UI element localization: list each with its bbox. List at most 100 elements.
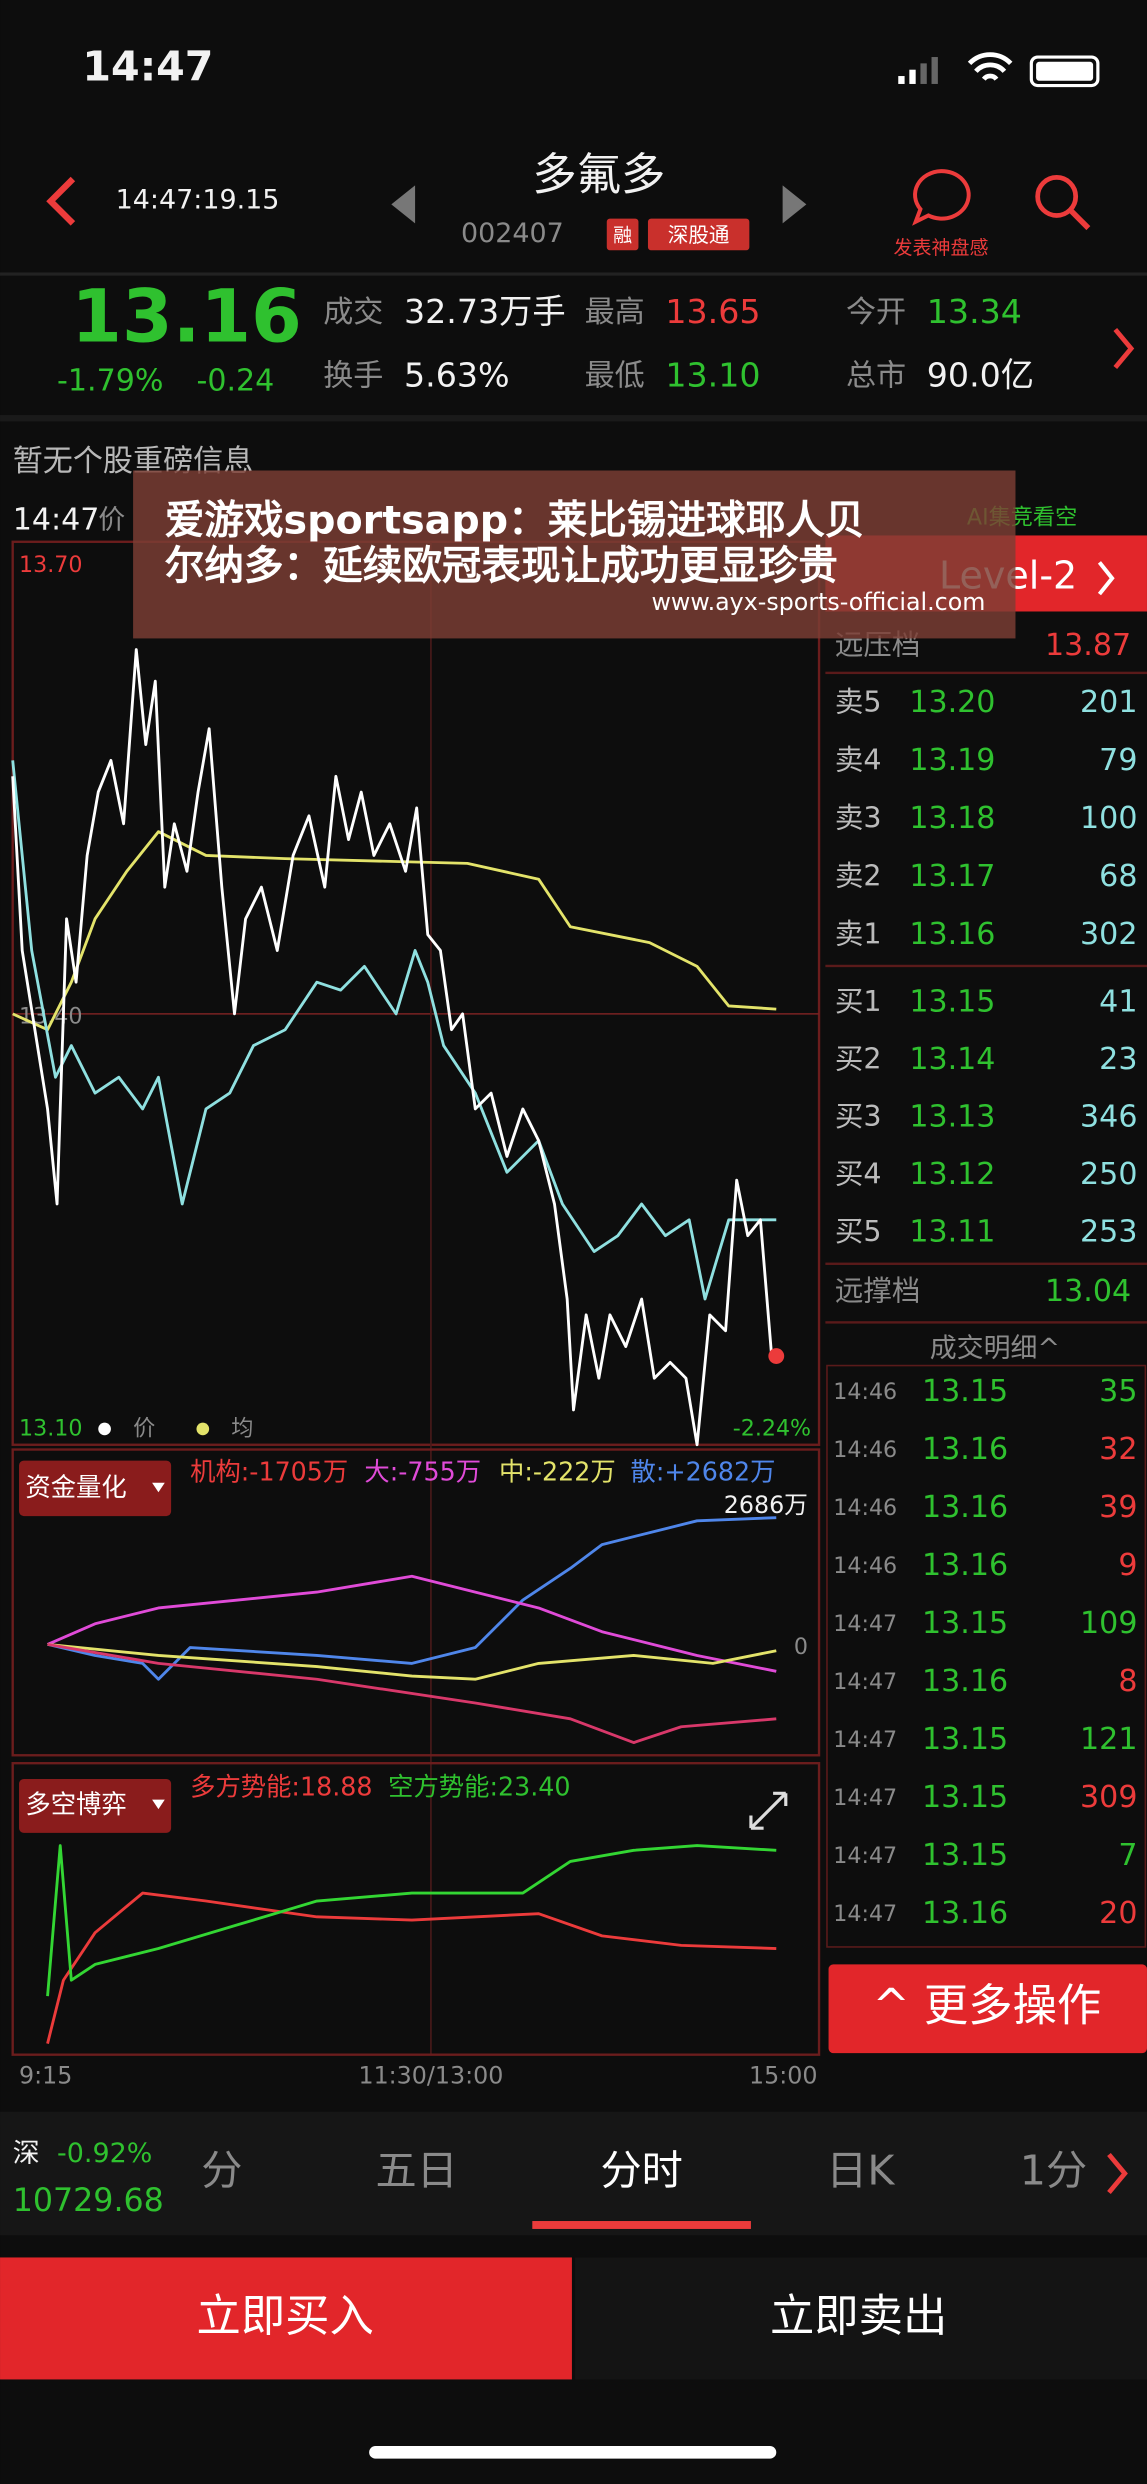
back[interactable] — [46, 176, 76, 226]
last-point — [768, 1348, 785, 1364]
game-line — [46, 1891, 777, 2044]
book-label: 卖3 — [835, 801, 882, 834]
book-volume: 68 — [1099, 859, 1137, 894]
book-volume: 23 — [1099, 1042, 1137, 1077]
field-label: 今开 — [846, 295, 906, 330]
trade-price: 13.16 — [922, 1490, 1008, 1525]
prev-stock[interactable] — [391, 185, 416, 224]
dropdown — [152, 1799, 165, 1810]
game-button[interactable] — [19, 1779, 172, 1833]
tab[interactable]: 分 — [201, 2147, 242, 2195]
badge-bg — [606, 218, 639, 251]
index-name: 深 — [13, 2138, 40, 2169]
x-label: 11:30/13:00 — [358, 2061, 503, 2089]
change-pct: -1.79% — [57, 363, 163, 398]
trade-time: 14:46 — [833, 1379, 897, 1405]
field-label: 最低 — [585, 359, 645, 394]
book-frame — [826, 1364, 1147, 1948]
badge-bg — [647, 218, 750, 251]
trade-time: 14:46 — [833, 1553, 897, 1579]
trade-volume: 32 — [1099, 1432, 1137, 1467]
sell-label[interactable]: 立即卖出 — [770, 2291, 947, 2342]
more-label[interactable]: ^ 更多操作 — [873, 1981, 1102, 2032]
chart-top: 13.70 — [19, 552, 82, 578]
book-volume: 79 — [1099, 743, 1137, 778]
trade-time: 14:47 — [833, 1901, 897, 1927]
trade-volume: 309 — [1080, 1780, 1137, 1815]
game-button-label[interactable]: 多空博弈 — [25, 1789, 126, 1819]
search-handle — [1068, 208, 1091, 231]
fund-label: 中:-222万 — [499, 1456, 616, 1486]
fund-frame — [11, 1448, 821, 1757]
book-volume: 41 — [1099, 984, 1137, 1019]
more-button[interactable] — [828, 1964, 1147, 2054]
trade-price: 13.16 — [922, 1664, 1008, 1699]
fund-max: 2686万 — [724, 1491, 808, 1519]
chart-time: 14:47 — [13, 503, 100, 538]
level2-arrow — [1097, 561, 1115, 596]
buy-button[interactable] — [0, 2257, 572, 2380]
divider — [825, 671, 1147, 675]
trade-price: 13.16 — [922, 1896, 1008, 1931]
trade-price: 13.15 — [922, 1722, 1008, 1757]
overlay-line: 爱游戏sportsapp：莱比锡进球耶人贝 — [165, 497, 865, 543]
legend: 均 — [231, 1415, 253, 1441]
quote-more[interactable] — [1113, 327, 1135, 370]
tab-indicator — [532, 2221, 751, 2229]
index-change: -0.92% — [57, 2138, 152, 2169]
trade-volume: 20 — [1099, 1896, 1137, 1931]
x-label: 9:15 — [19, 2061, 72, 2089]
far-bid-label: 远撑档 — [835, 1275, 921, 1308]
divider — [825, 964, 1147, 968]
tab[interactable]: 五日 — [375, 2147, 457, 2195]
book-volume: 302 — [1080, 917, 1137, 952]
trade-time: 14:47 — [833, 1611, 897, 1637]
game-frame — [11, 1762, 821, 2056]
post-icon[interactable] — [912, 169, 971, 226]
fund-button[interactable] — [19, 1460, 172, 1517]
legend-dot — [196, 1422, 210, 1436]
trade-volume: 121 — [1080, 1722, 1137, 1757]
post-label[interactable]: 发表神盘感 — [894, 237, 989, 259]
header-time: 14:47:19.15 — [116, 185, 280, 216]
book-volume: 253 — [1080, 1214, 1137, 1249]
trade-time: 14:47 — [833, 1843, 897, 1869]
fund-button-label[interactable]: 资金量化 — [25, 1472, 126, 1502]
trades-title: 成交明细^ — [930, 1333, 1060, 1364]
search[interactable] — [1035, 175, 1079, 218]
tab[interactable]: 1分 — [1020, 2147, 1087, 2195]
fund-line — [47, 1642, 777, 1745]
field-value: 90.0亿 — [927, 356, 1034, 395]
trade-price: 13.15 — [922, 1780, 1008, 1815]
legend: 价 — [133, 1415, 155, 1441]
legend-dot — [98, 1422, 111, 1436]
tab[interactable]: 分时 — [600, 2147, 682, 2195]
field-value: 32.73万手 — [404, 292, 566, 331]
next-stock[interactable] — [782, 185, 807, 224]
trade-time: 14:46 — [833, 1495, 897, 1521]
field-value: 13.65 — [665, 292, 760, 331]
buy-label[interactable]: 立即买入 — [196, 2291, 373, 2342]
sell-button[interactable] — [575, 2257, 1147, 2380]
trade-time: 14:46 — [833, 1437, 897, 1463]
game-label: 多方势能:18.88 — [190, 1772, 372, 1802]
stock-code: 002407 — [461, 218, 564, 249]
trade-price: 13.16 — [922, 1548, 1008, 1583]
field-value: 13.34 — [927, 292, 1022, 331]
expand[interactable] — [749, 1791, 788, 1830]
field-label: 总市 — [846, 359, 906, 394]
trade-volume: 35 — [1099, 1374, 1137, 1409]
change: -0.24 — [196, 363, 274, 398]
book-price: 13.18 — [909, 801, 995, 836]
tabs-more[interactable] — [1107, 2152, 1128, 2195]
badge: 深股通 — [668, 223, 730, 247]
fund-line — [47, 1516, 777, 1681]
fund-label: 机构:-1705万 — [190, 1456, 348, 1486]
field-label: 换手 — [323, 359, 383, 394]
book-volume: 250 — [1080, 1157, 1137, 1192]
divider — [825, 1262, 1147, 1265]
trade-volume: 8 — [1118, 1664, 1137, 1699]
tab[interactable]: 日K — [826, 2147, 895, 2195]
trade-time: 14:47 — [833, 1669, 897, 1695]
